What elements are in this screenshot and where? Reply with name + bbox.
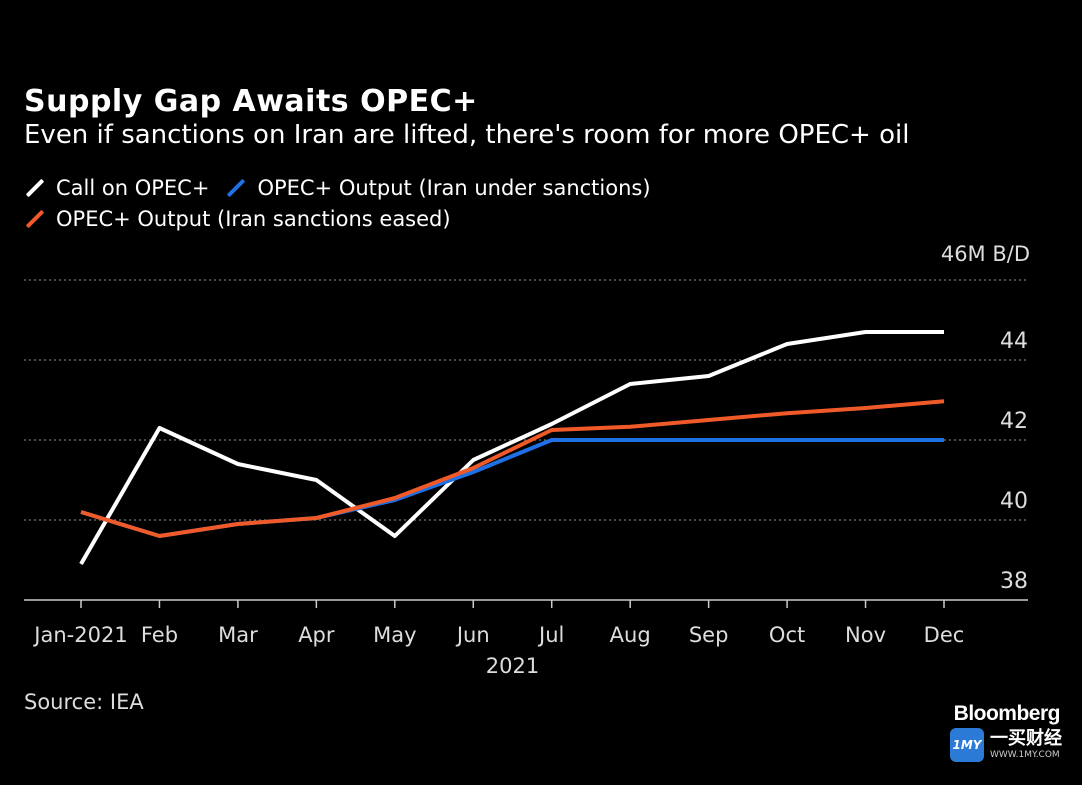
legend-label-call: Call on OPEC+ [56,176,210,200]
x-group-label: 2021 [486,654,539,678]
series-line-0 [79,330,944,565]
x-tick-label-11: Dec [924,623,965,647]
legend-label-eased: OPEC+ Output (Iran sanctions eased) [56,207,451,231]
x-tick-label-4: May [373,623,416,647]
source-note: Source: IEA [24,690,144,714]
y-tick-label-42: 42 [1000,409,1028,434]
y-tick-label-44: 44 [1000,329,1028,354]
x-tick-label-3: Apr [298,623,335,647]
x-tick-label-0: Jan-2021 [32,623,127,647]
chart-subtitle: Even if sanctions on Iran are lifted, th… [24,120,910,150]
watermark: 1MY 一买财经 WWW.1MY.COM [950,728,1062,762]
x-tick-label-9: Oct [769,623,805,647]
x-tick-label-1: Feb [141,623,178,647]
y-axis-unit-label: 46M B/D [940,242,1030,266]
x-tick-label-8: Sep [689,623,729,647]
legend-row-2: OPEC+ Output (Iran sanctions eased) [24,207,467,231]
x-tick-label-7: Aug [610,623,651,647]
series-line-2 [80,399,945,538]
x-tick-label-6: Jul [537,623,564,647]
chart-title: Supply Gap Awaits OPEC+ [24,84,478,119]
y-tick-label-40: 40 [1000,489,1028,514]
legend-item-sanctions: OPEC+ Output (Iran under sanctions) [225,176,651,200]
watermark-url: WWW.1MY.COM [990,750,1060,760]
legend-label-sanctions: OPEC+ Output (Iran under sanctions) [257,176,651,200]
series-line-1 [80,438,944,538]
watermark-logo-icon: 1MY [950,728,984,762]
x-tick-label-2: Mar [218,623,258,647]
watermark-text: 一买财经 WWW.1MY.COM [990,730,1062,760]
bloomberg-logo: Bloomberg [953,702,1061,725]
y-tick-label-38: 38 [1000,569,1028,594]
legend-item-eased: OPEC+ Output (Iran sanctions eased) [24,207,451,231]
x-tick-label-5: Jun [455,623,490,647]
watermark-cn: 一买财经 [990,728,1062,749]
legend-item-call: Call on OPEC+ [24,176,209,200]
x-tick-label-10: Nov [845,623,886,647]
legend-row-1: Call on OPEC+ OPEC+ Output (Iran under s… [24,176,667,200]
